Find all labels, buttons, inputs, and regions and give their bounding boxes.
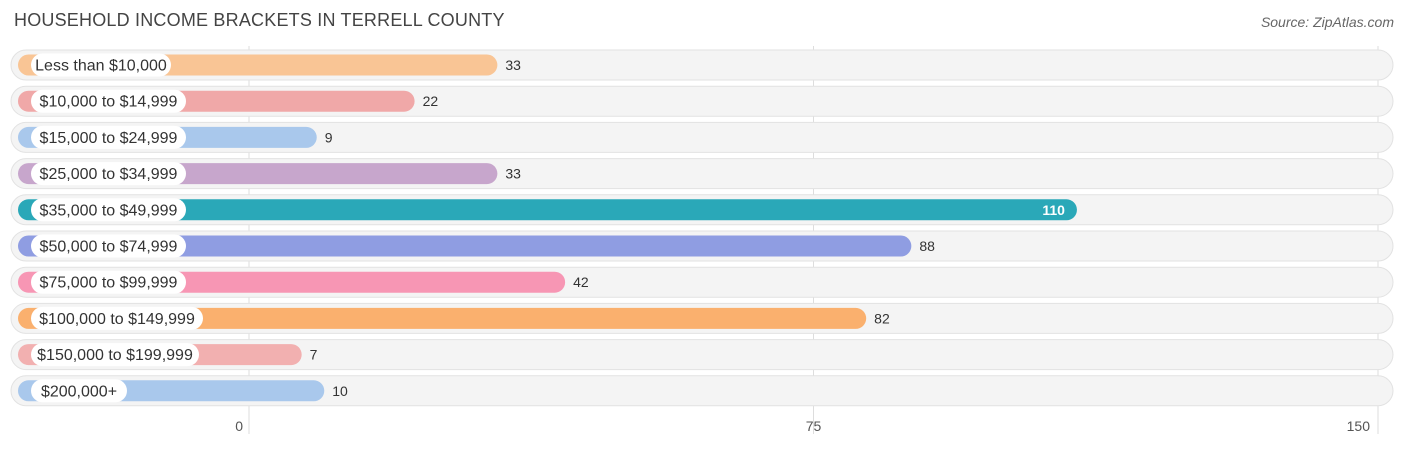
bar-track — [10, 121, 1394, 153]
category-label-pill — [31, 234, 186, 258]
value-label: 7 — [310, 347, 318, 363]
category-label-pill — [31, 379, 127, 403]
value-label: 42 — [573, 274, 589, 290]
bar-track — [10, 375, 1394, 407]
value-label: 33 — [505, 166, 521, 182]
category-label: $35,000 to $49,999 — [40, 202, 178, 219]
category-label-pill — [31, 343, 199, 367]
value-label: 82 — [874, 310, 890, 326]
x-tick-label-0: 0 — [235, 418, 243, 434]
category-label: $75,000 to $99,999 — [40, 275, 178, 292]
category-label-pill — [31, 198, 186, 222]
bar-row: $75,000 to $99,999 42 — [10, 266, 1394, 298]
category-label-pill — [31, 53, 171, 77]
value-label: 110 — [1042, 202, 1065, 218]
category-label: $150,000 to $199,999 — [37, 347, 193, 364]
value-label: 22 — [423, 93, 439, 109]
chart-source: Source: ZipAtlas.com — [1260, 14, 1394, 30]
value-label: 33 — [505, 57, 521, 73]
bar — [18, 235, 912, 257]
bar-rows: Less than $10,000 33$10,000 to $14,999 22$… — [10, 49, 1394, 407]
bar-row: $35,000 to $49,999 110 — [10, 194, 1394, 226]
bar-row: $25,000 to $34,999 33 — [10, 158, 1394, 190]
bar-row: Less than $10,000 33 — [10, 49, 1394, 81]
chart-title: HOUSEHOLD INCOME BRACKETS IN TERRELL COU… — [14, 10, 505, 30]
category-label: $50,000 to $74,999 — [40, 239, 178, 256]
x-tick-label-1: 75 — [806, 418, 822, 434]
category-label: $15,000 to $24,999 — [40, 130, 178, 147]
bar — [18, 199, 1077, 221]
bar — [18, 307, 867, 329]
category-label-pill — [31, 306, 203, 330]
category-label: $25,000 to $34,999 — [40, 166, 178, 183]
x-tick-label-2: 150 — [1347, 418, 1371, 434]
category-label: Less than $10,000 — [35, 58, 167, 75]
value-label: 88 — [919, 238, 935, 254]
category-label-pill — [31, 162, 186, 186]
bar-track — [10, 339, 1394, 371]
bar-row: $150,000 to $199,999 7 — [10, 339, 1394, 371]
value-label: 9 — [325, 129, 333, 145]
bar-row: $200,000+ 10 — [10, 375, 1394, 407]
category-label-pill — [31, 125, 186, 149]
category-label-pill — [31, 270, 186, 294]
bar-row: $50,000 to $74,999 88 — [10, 230, 1394, 262]
value-label: 10 — [332, 383, 348, 399]
category-label: $10,000 to $14,999 — [40, 94, 178, 111]
x-axis-ticks: 0 75 150 — [235, 418, 1370, 434]
category-label: $100,000 to $149,999 — [39, 311, 195, 328]
category-label: $200,000+ — [41, 383, 117, 400]
bar-row: $10,000 to $14,999 22 — [10, 85, 1394, 117]
category-label-pill — [31, 89, 186, 113]
bar-row: $100,000 to $149,999 82 — [10, 302, 1394, 334]
bar-row: $15,000 to $24,999 9 — [10, 121, 1394, 153]
